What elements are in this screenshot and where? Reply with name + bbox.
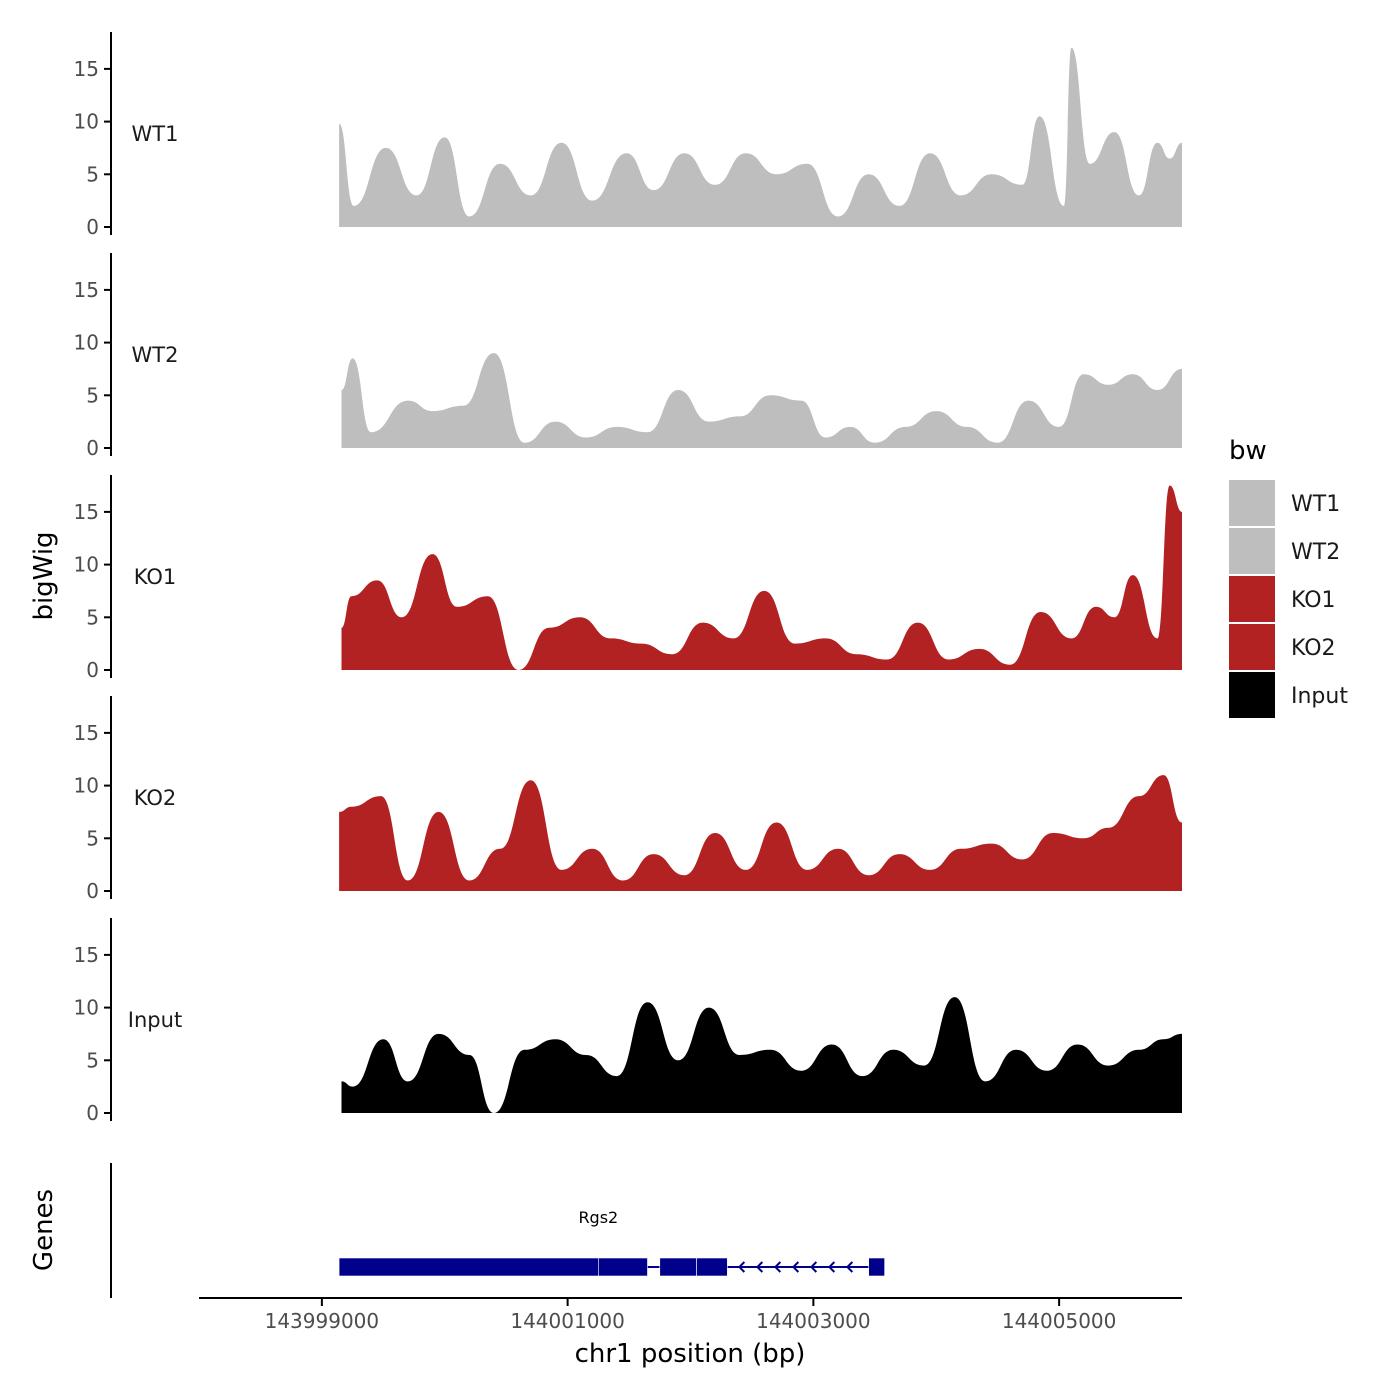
- x-tick-label: 144003000: [756, 1309, 871, 1333]
- track-label: WT2: [132, 343, 179, 367]
- area-ko1: [341, 485, 1182, 670]
- track-ko1: 0 5 10 15 KO1: [74, 475, 1182, 682]
- legend-swatch: [1229, 528, 1275, 574]
- legend-swatch: [1229, 624, 1275, 670]
- y-tick-label: 10: [74, 331, 99, 355]
- legend-label: WT1: [1291, 492, 1340, 517]
- track-label: WT1: [132, 122, 179, 146]
- legend-title: bw: [1229, 436, 1267, 466]
- x-axis-title: chr1 position (bp): [575, 1339, 806, 1369]
- track-wt1: 0 5 10 15 WT1: [74, 32, 1183, 239]
- track-input: 0 5 10 15 Input: [74, 918, 1182, 1125]
- y-tick-label: 5: [86, 162, 99, 186]
- y-tick-label: 0: [86, 879, 99, 903]
- area-ko2: [339, 775, 1183, 891]
- gene-label: Rgs2: [578, 1208, 618, 1227]
- y-tick-label: 15: [74, 943, 99, 967]
- y-tick-label: 5: [86, 826, 99, 850]
- tracks: 0 5 10 15 WT1 0 5 10 15 WT2 0 5 10 15 KO1 0 5 10 15 KO2 0 5 10…: [74, 32, 1183, 1125]
- y-axis-title: bigWig: [29, 531, 59, 620]
- strand-arrow: [827, 1261, 836, 1273]
- legend-label: Input: [1291, 684, 1348, 709]
- y-tick-label: 0: [86, 1101, 99, 1125]
- y-tick-label: 10: [74, 110, 99, 134]
- y-tick-label: 10: [74, 774, 99, 798]
- track-wt2: 0 5 10 15 WT2: [74, 253, 1182, 460]
- legend-swatch: [1229, 672, 1275, 718]
- x-tick-label: 144001000: [510, 1309, 625, 1333]
- genes-axis-title: Genes: [29, 1189, 59, 1271]
- track-label: Input: [128, 1008, 182, 1032]
- y-tick-label: 0: [86, 215, 99, 239]
- gene-exon: [598, 1257, 648, 1277]
- x-axis: 143999000 144001000 144003000 144005000: [199, 1297, 1182, 1333]
- y-tick-label: 15: [74, 278, 99, 302]
- area-wt1: [339, 47, 1183, 227]
- legend-label: KO1: [1291, 588, 1336, 613]
- legend-label: WT2: [1291, 540, 1340, 565]
- strand-arrow: [755, 1261, 764, 1273]
- track-ko2: 0 5 10 15 KO2: [74, 696, 1183, 903]
- gene-structure: [338, 1257, 885, 1277]
- gene-exon: [659, 1257, 697, 1277]
- track-label: KO1: [134, 565, 177, 589]
- strand-arrow: [809, 1261, 818, 1273]
- y-tick-label: 15: [74, 721, 99, 745]
- legend-swatch: [1229, 480, 1275, 526]
- y-tick-label: 5: [86, 383, 99, 407]
- y-tick-label: 15: [74, 57, 99, 81]
- gene-exon: [696, 1257, 728, 1277]
- gene-track: Genes Rgs2: [29, 1163, 885, 1298]
- area-wt2: [341, 353, 1182, 448]
- y-tick-label: 5: [86, 1048, 99, 1072]
- gene-exon: [868, 1257, 885, 1277]
- strand-arrow: [737, 1261, 746, 1273]
- legend-label: KO2: [1291, 636, 1336, 661]
- x-tick-label: 143999000: [265, 1309, 380, 1333]
- x-tick-label: 144005000: [1002, 1309, 1117, 1333]
- y-tick-label: 5: [86, 605, 99, 629]
- strand-arrow: [791, 1261, 800, 1273]
- y-tick-label: 15: [74, 500, 99, 524]
- strand-arrow: [845, 1261, 854, 1273]
- y-tick-label: 10: [74, 996, 99, 1020]
- gene-exon: [338, 1257, 599, 1277]
- y-tick-label: 0: [86, 436, 99, 460]
- y-tick-label: 10: [74, 553, 99, 577]
- track-label: KO2: [134, 786, 177, 810]
- legend-swatch: [1229, 576, 1275, 622]
- strand-arrow: [773, 1261, 782, 1273]
- y-tick-label: 0: [86, 658, 99, 682]
- area-input: [341, 997, 1182, 1113]
- legend: bw WT1 WT2 KO1 KO2 Input: [1229, 436, 1348, 718]
